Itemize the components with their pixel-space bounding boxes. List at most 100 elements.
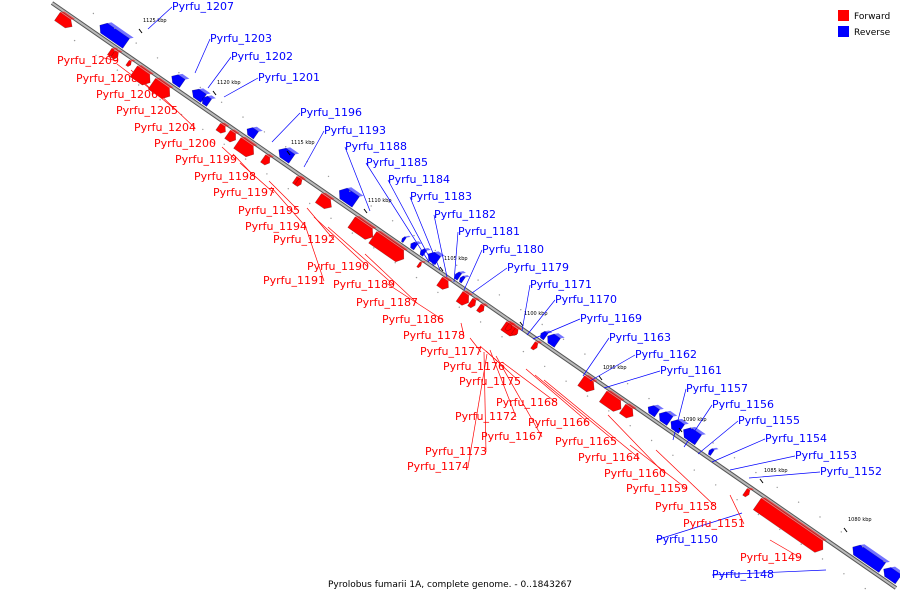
- legend-forward-swatch: [838, 10, 849, 21]
- gene-arrow: [246, 127, 259, 140]
- forward-gene-feature: [294, 177, 307, 187]
- track-dot: [840, 531, 842, 533]
- gene-leader-line: [223, 77, 259, 98]
- track-dot: [757, 513, 760, 516]
- gene-label: Pyrfu_1158: [655, 500, 717, 513]
- reverse-gene-feature: [246, 126, 263, 140]
- gene-leader-line: [532, 318, 581, 340]
- gene-label: Pyrfu_1166: [528, 416, 590, 429]
- forward-gene-feature: [436, 276, 453, 290]
- forward-gene-feature: [314, 192, 335, 210]
- gene-leader-line: [672, 388, 687, 441]
- gene-leader-line: [607, 414, 666, 475]
- gene-arrow-bevel: [554, 333, 565, 339]
- track-dot: [779, 528, 781, 531]
- gene-arrow-bevel: [424, 247, 431, 251]
- gene-label: Pyrfu_1197: [213, 186, 275, 199]
- gene-leader-line: [521, 284, 531, 332]
- track-dot: [285, 146, 287, 148]
- gene-leader-line: [471, 267, 508, 294]
- track-dot: [819, 516, 821, 518]
- track-dot: [349, 190, 351, 192]
- gene-label: Pyrfu_1153: [795, 449, 857, 462]
- genome-backbone: [51, 2, 897, 589]
- gene-label: Pyrfu_1148: [712, 568, 774, 581]
- forward-gene-feature: [467, 297, 481, 309]
- track-dot: [715, 484, 717, 486]
- gene-arrow-bevel: [544, 330, 553, 334]
- gene-leader-line: [327, 226, 395, 286]
- gene-arrow-bevel: [535, 340, 543, 344]
- track-dot: [522, 350, 525, 353]
- gene-leader-line: [582, 337, 610, 377]
- gene-arrow: [707, 448, 715, 457]
- track-dot: [394, 262, 396, 264]
- gene-leader-line: [603, 370, 661, 389]
- gene-leader-line: [313, 216, 369, 268]
- gene-label: Pyrfu_1149: [740, 551, 802, 564]
- gene-arrow-bevel: [220, 122, 230, 127]
- gene-leader-line: [433, 214, 448, 278]
- gene-arrow: [618, 403, 634, 419]
- gene-arrow-bevel: [178, 73, 190, 80]
- track-dot: [821, 558, 824, 560]
- gene-leader-line: [467, 353, 488, 468]
- gene-label: Pyrfu_1188: [345, 140, 407, 153]
- forward-gene-feature: [742, 487, 755, 498]
- gene-label: Pyrfu_1177: [420, 345, 482, 358]
- track-dot: [242, 116, 244, 118]
- forward-gene-feature: [416, 261, 426, 269]
- forward-gene-feature: [368, 230, 408, 263]
- forward-gene-feature: [504, 322, 516, 332]
- forward-gene-feature: [215, 122, 230, 134]
- gene-leader-line: [463, 249, 483, 291]
- track-dot: [156, 57, 159, 59]
- gene-leader-line: [655, 449, 717, 508]
- gene-arrow-bevel: [321, 192, 335, 200]
- gene-label: Pyrfu_1181: [458, 225, 520, 238]
- track-dot: [287, 188, 289, 190]
- legend-reverse-swatch: [838, 26, 849, 37]
- gene-leader-line: [154, 89, 196, 129]
- forward-gene-feature: [752, 497, 828, 553]
- track-dot: [864, 587, 866, 590]
- scale-tick: [439, 266, 444, 272]
- gene-arrow-bevel: [107, 22, 134, 39]
- track-dot: [648, 397, 650, 400]
- forward-gene-feature: [598, 390, 625, 412]
- gene-label: Pyrfu_1159: [626, 482, 688, 495]
- scale-tick-label: 1110 kbp: [368, 198, 392, 204]
- track-dot: [693, 469, 695, 471]
- gene-label: Pyrfu_1209: [57, 54, 119, 67]
- gene-label: Pyrfu_1189: [333, 278, 395, 291]
- gene-leader-line: [748, 471, 821, 479]
- gene-leader-line: [221, 146, 237, 161]
- gene-leader-line: [453, 231, 459, 283]
- gene-label: Pyrfu_1178: [403, 329, 465, 342]
- gene-leader-line: [385, 282, 444, 321]
- gene-arrow-bevel: [60, 11, 76, 20]
- scale-tick: [843, 527, 848, 533]
- gene-label: Pyrfu_1161: [660, 364, 722, 377]
- scale-tick-label: 1095 kbp: [603, 365, 627, 371]
- track-dot: [608, 410, 610, 412]
- gene-leader-line: [460, 322, 465, 337]
- gene-features-layer: [54, 11, 900, 585]
- scale-tick-label: 1080 kbp: [848, 517, 872, 523]
- track-dot: [330, 217, 332, 219]
- gene-arrow-bevel: [860, 544, 890, 563]
- forward-gene-feature: [511, 327, 523, 336]
- gene-arrow-bevel: [404, 235, 411, 238]
- gene-leader-line: [629, 444, 688, 490]
- scale-tick: [286, 150, 291, 156]
- track-dot: [434, 249, 436, 252]
- track-dot: [458, 306, 460, 308]
- track-dot: [138, 84, 140, 86]
- scale-tick-label: 1125 kbp: [143, 18, 167, 24]
- track-dot: [351, 232, 354, 234]
- gene-leader-line: [137, 78, 178, 112]
- gene-arrow: [742, 488, 751, 498]
- gene-arrow-bevel: [666, 410, 678, 417]
- track-dot: [565, 380, 567, 382]
- track-dot: [736, 499, 738, 501]
